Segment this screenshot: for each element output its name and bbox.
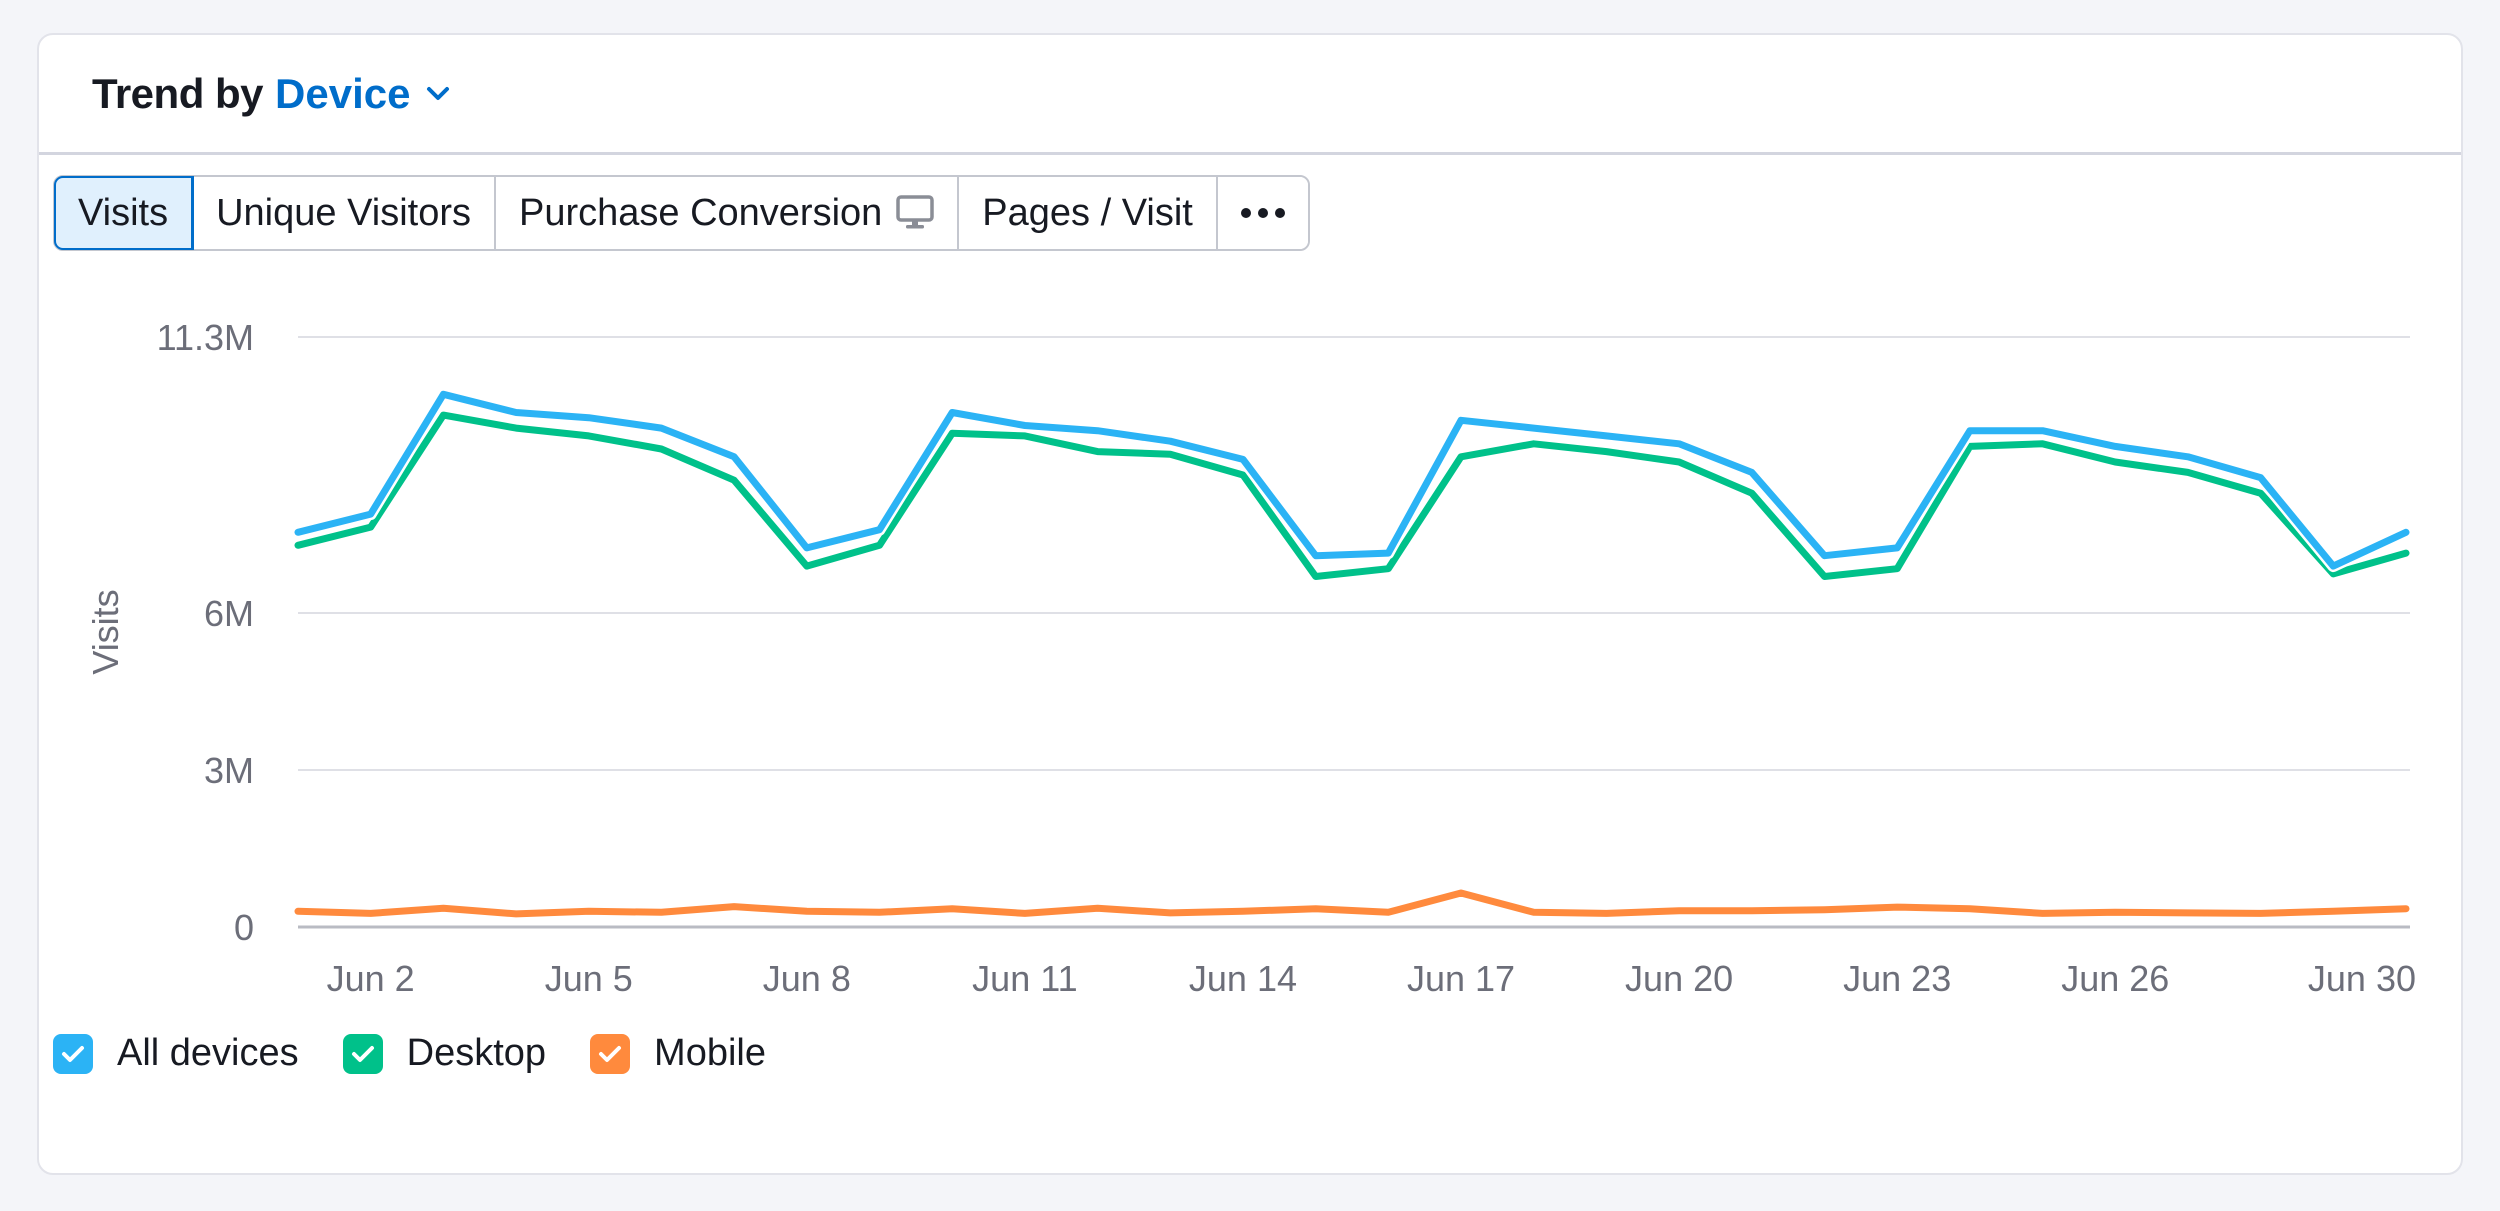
all-devices-checkbox[interactable]	[53, 1033, 93, 1074]
tab-purchase-conversion-label: Purchase Conversion	[518, 191, 883, 234]
x-tick-label: Jun 30	[2308, 958, 2416, 999]
x-tick-label: Jun 26	[2061, 958, 2169, 999]
card-header: Trend by Device	[39, 35, 2461, 155]
x-tick-label: Jun 23	[1843, 958, 1951, 999]
tab-visits-label: Visits	[78, 191, 169, 234]
device-dropdown[interactable]: Device	[275, 70, 450, 118]
legend-all-devices-label: All devices	[117, 1032, 299, 1074]
tab-visits[interactable]: Visits	[53, 176, 195, 250]
tab-pages-per-visit[interactable]: Pages / Visit	[959, 177, 1218, 249]
chart-legend: All devices Desktop Mobile	[53, 1032, 810, 1075]
legend-mobile[interactable]: Mobile	[590, 1032, 766, 1075]
check-icon	[599, 1045, 622, 1062]
check-icon	[62, 1045, 84, 1062]
y-tick-label: 11.3M	[157, 317, 254, 358]
mobile-checkbox[interactable]	[590, 1033, 631, 1074]
tab-unique-visitors[interactable]: Unique Visitors	[193, 177, 496, 249]
x-tick-label: Jun 11	[972, 958, 1077, 999]
y-tick-label: 6M	[204, 593, 254, 634]
legend-desktop[interactable]: Desktop	[342, 1032, 547, 1075]
monitor-icon	[896, 195, 935, 229]
axis-layer: 0 3M 6M 11.3M Visits Jun 2 Jun 5 Jun 8 Jun 11 Jun…	[85, 317, 2416, 999]
check-icon	[351, 1045, 374, 1062]
device-dropdown-label: Device	[275, 69, 411, 117]
x-tick-label: Jun 20	[1625, 958, 1733, 999]
more-icon	[1240, 208, 1285, 218]
y-axis-title: Visits	[85, 589, 126, 674]
legend-all-devices[interactable]: All devices	[53, 1032, 299, 1075]
x-tick-label: Jun 2	[327, 958, 415, 999]
x-tick-label: Jun 14	[1189, 958, 1297, 999]
series-layer	[292, 388, 2412, 920]
chevron-down-icon	[427, 86, 450, 100]
tab-pages-per-visit-label: Pages / Visit	[982, 191, 1193, 234]
x-tick-label: Jun 5	[545, 958, 633, 999]
metric-tabs: Visits Unique Visitors Purchase Conversi…	[53, 175, 1310, 251]
tab-purchase-conversion[interactable]: Purchase Conversion	[495, 177, 960, 249]
series-line-desktop	[294, 411, 2410, 580]
legend-mobile-label: Mobile	[654, 1032, 766, 1074]
y-tick-label: 3M	[204, 750, 254, 791]
tab-unique-visitors-label: Unique Visitors	[216, 191, 471, 234]
x-tick-label: Jun 17	[1407, 958, 1515, 999]
legend-desktop-label: Desktop	[406, 1032, 547, 1074]
y-tick-label: 0	[234, 907, 254, 948]
more-tabs-button[interactable]	[1217, 177, 1308, 249]
x-tick-label: Jun 8	[763, 958, 851, 999]
card-title: Trend by	[92, 69, 264, 117]
grid-layer	[298, 336, 2410, 929]
series-line-mobile	[294, 889, 2410, 918]
desktop-checkbox[interactable]	[342, 1033, 383, 1074]
series-line-all-devices	[294, 390, 2410, 570]
